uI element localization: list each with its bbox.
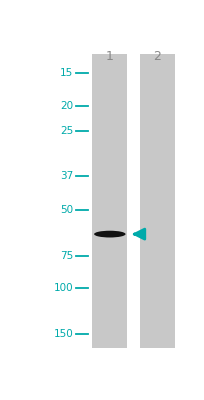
Ellipse shape [94, 231, 125, 238]
Text: 50: 50 [60, 205, 73, 215]
Text: 2: 2 [153, 50, 161, 64]
Text: 75: 75 [60, 251, 73, 261]
Text: 25: 25 [60, 126, 73, 136]
Text: 150: 150 [53, 329, 73, 339]
Text: 15: 15 [60, 68, 73, 78]
Text: 1: 1 [105, 50, 113, 64]
Bar [139, 54, 174, 348]
Text: 100: 100 [53, 283, 73, 293]
Text: 37: 37 [60, 171, 73, 181]
Bar [92, 54, 127, 348]
Text: 20: 20 [60, 101, 73, 111]
